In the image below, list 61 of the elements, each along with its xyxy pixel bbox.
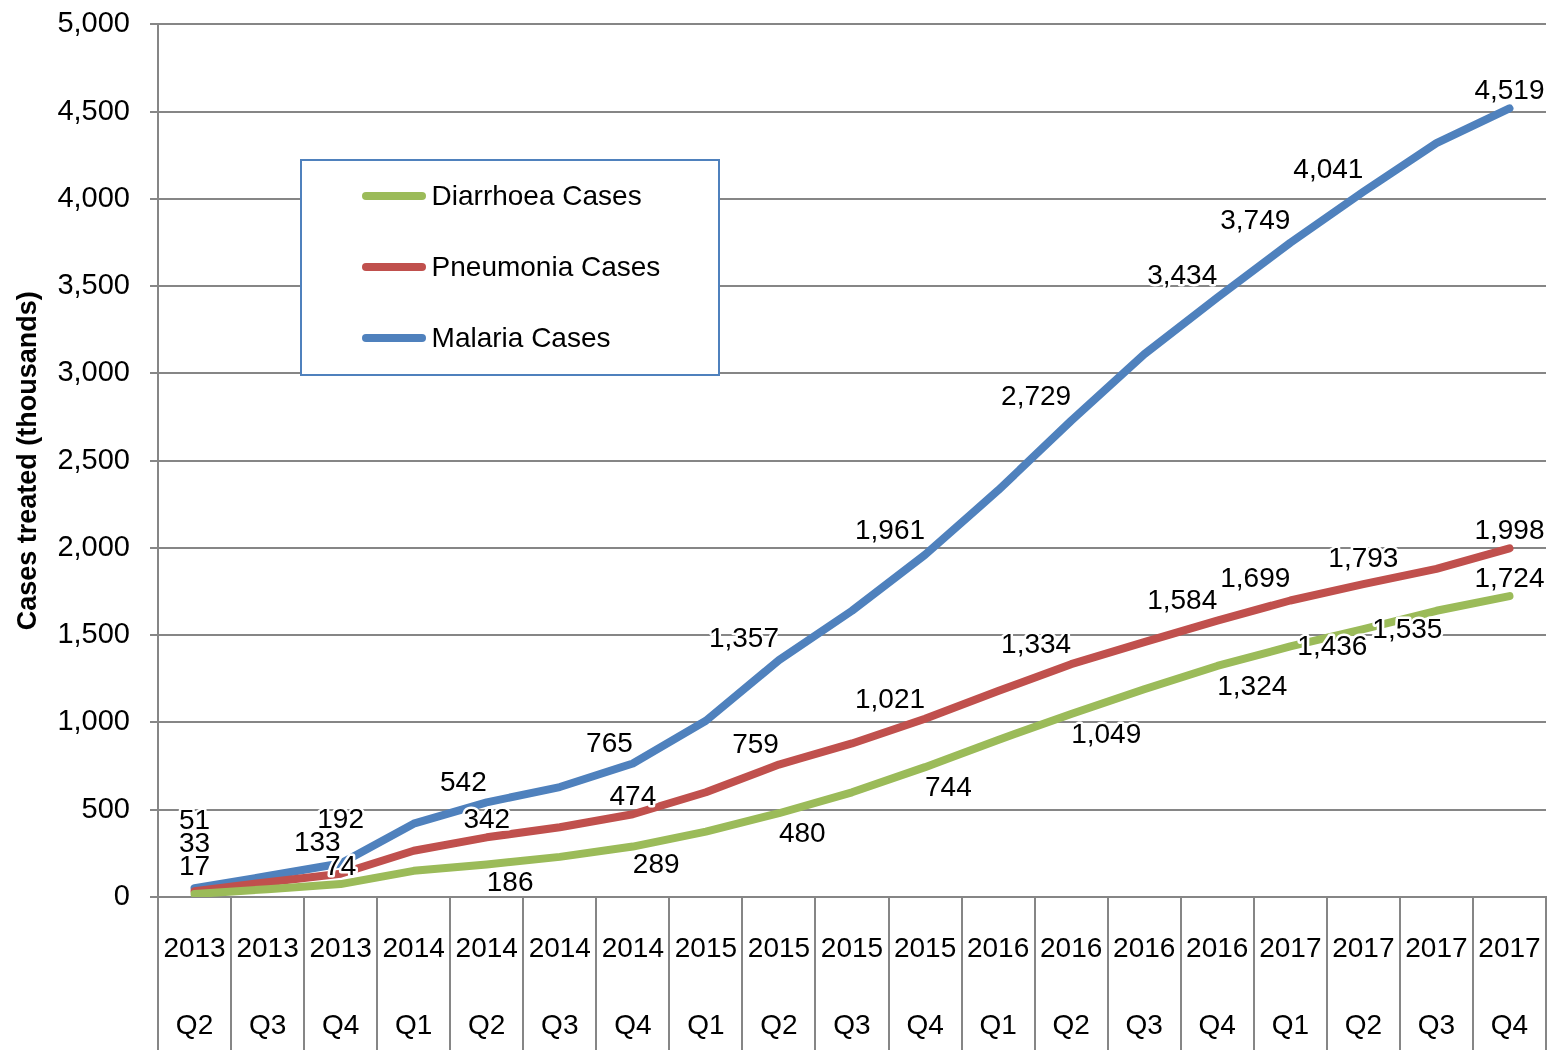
category-label: 2015 Q2 <box>747 932 811 1041</box>
category-label: 2017 Q1 <box>1259 932 1322 1041</box>
y-tick-label: 5,000 <box>57 6 130 39</box>
data-label: 1,699 <box>1220 562 1291 594</box>
data-label: 4,519 <box>1474 74 1545 106</box>
data-label: 1,357 <box>708 621 779 653</box>
data-label: 1,535 <box>1372 612 1443 644</box>
legend-label: Pneumonia Cases <box>431 251 661 284</box>
data-label: 1,334 <box>1001 627 1072 659</box>
y-tick-label: 500 <box>81 791 130 824</box>
category-label: 2014 Q1 <box>382 932 445 1041</box>
data-label: 1,324 <box>1217 669 1288 701</box>
category-label: 2014 Q3 <box>528 932 591 1041</box>
category-label: 2014 Q2 <box>455 932 518 1041</box>
data-label: 542 <box>440 766 487 798</box>
data-label: 186 <box>486 866 534 898</box>
y-tick-label: 2,500 <box>57 442 130 475</box>
category-label: 2013 Q2 <box>163 932 226 1041</box>
data-label: 1,021 <box>854 682 926 714</box>
category-label: 2016 Q2 <box>1040 932 1103 1041</box>
data-label: 480 <box>778 816 826 848</box>
y-tick-label: 1,000 <box>57 704 130 737</box>
data-label: 759 <box>732 728 779 760</box>
y-tick-label: 1,500 <box>57 617 130 650</box>
y-tick-label: 2,000 <box>57 529 130 562</box>
category-label: 2016 Q4 <box>1186 932 1249 1041</box>
legend-label: Malaria Cases <box>431 322 611 355</box>
y-tick-label: 4,000 <box>57 180 130 213</box>
data-label: 474 <box>609 780 657 811</box>
data-label: 289 <box>632 848 680 880</box>
data-label: 1,049 <box>1071 717 1142 749</box>
legend-label: Diarrhoea Cases <box>431 180 642 213</box>
category-label: 2017 Q3 <box>1405 932 1468 1041</box>
y-tick-label: 3,000 <box>57 355 130 388</box>
data-label: 1,998 <box>1474 514 1545 546</box>
category-label: 2015 Q1 <box>674 932 738 1041</box>
category-label: 2016 Q1 <box>966 932 1030 1041</box>
data-label: 765 <box>586 727 633 759</box>
category-label: 2013 Q3 <box>236 932 299 1041</box>
data-label: 1,793 <box>1328 541 1399 573</box>
data-label: 3,749 <box>1220 204 1291 236</box>
data-label: 342 <box>463 803 511 835</box>
data-label: 3,434 <box>1147 259 1218 291</box>
data-label: 1,961 <box>854 514 926 546</box>
data-label: 4,041 <box>1293 153 1364 185</box>
category-label: 2017 Q2 <box>1332 932 1395 1041</box>
data-label: 744 <box>925 770 972 802</box>
category-label: 2013 Q4 <box>309 932 372 1041</box>
y-axis-title: Cases treated (thousands) <box>11 291 42 631</box>
data-label: 1,724 <box>1474 561 1545 593</box>
category-label: 2015 Q3 <box>820 932 884 1041</box>
data-label: 1,584 <box>1147 584 1218 616</box>
data-label: 1,436 <box>1297 630 1368 662</box>
data-label: 2,729 <box>1001 380 1072 412</box>
category-label: 2017 Q4 <box>1478 932 1541 1041</box>
category-label: 2014 Q4 <box>601 932 664 1041</box>
y-tick-label: 3,500 <box>57 268 130 301</box>
y-tick-label: 4,500 <box>57 93 130 126</box>
category-label: 2016 Q3 <box>1113 932 1176 1041</box>
y-tick-label: 0 <box>113 879 130 911</box>
category-label: 2015 Q4 <box>893 932 957 1041</box>
